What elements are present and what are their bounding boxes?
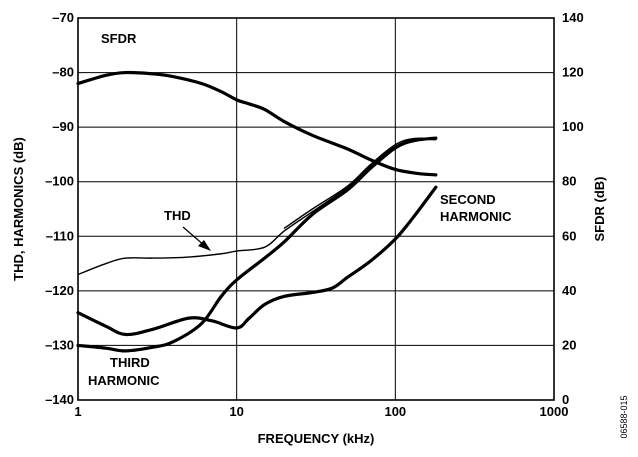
y-right-tick-label: 120 bbox=[562, 65, 584, 80]
figure-code: 06588-015 bbox=[619, 395, 629, 438]
y-right-tick-label: 140 bbox=[562, 10, 584, 25]
x-tick-label: 1 bbox=[74, 404, 81, 419]
y-right-tick-label: 0 bbox=[562, 392, 569, 407]
series-line-thd-second-trace bbox=[283, 137, 437, 229]
x-tick-label: 100 bbox=[384, 404, 406, 419]
y-left-tick-label: –110 bbox=[46, 228, 74, 243]
y-right-tick-label: 20 bbox=[562, 337, 576, 352]
label-second-harmonic-2: HARMONIC bbox=[440, 209, 512, 224]
y-right-tick-label: 100 bbox=[562, 119, 584, 134]
label-third-harmonic-1: THIRD bbox=[110, 355, 150, 370]
tick-labels: 1 10 100 1000–70–80–90–100–110–120–130–1401… bbox=[45, 10, 584, 419]
series-layer bbox=[76, 70, 438, 353]
x-axis-title: FREQUENCY (kHz) bbox=[258, 431, 375, 446]
y-axis-left-title: THD, HARMONICS (dB) bbox=[11, 137, 26, 281]
label-thd: THD bbox=[164, 208, 191, 223]
y-right-tick-label: 40 bbox=[562, 283, 576, 298]
y-left-tick-label: –70 bbox=[52, 10, 74, 25]
gridlines bbox=[78, 18, 554, 400]
y-left-tick-label: –140 bbox=[45, 392, 74, 407]
y-right-tick-label: 80 bbox=[562, 174, 576, 189]
y-left-tick-label: –130 bbox=[45, 337, 74, 352]
series-line-third-harmonic bbox=[76, 136, 438, 353]
series-line-second-harmonic bbox=[76, 185, 438, 337]
label-second-harmonic-1: SECOND bbox=[440, 192, 496, 207]
thd-pointer-arrowhead bbox=[198, 240, 211, 251]
y-left-tick-label: –90 bbox=[52, 119, 74, 134]
x-tick-label: 10 bbox=[229, 404, 243, 419]
y-left-tick-label: –80 bbox=[52, 65, 74, 80]
y-right-tick-label: 60 bbox=[562, 228, 576, 243]
label-sfdr: SFDR bbox=[101, 31, 137, 46]
label-third-harmonic-2: HARMONIC bbox=[88, 373, 160, 388]
plot-frame bbox=[77, 17, 555, 401]
y-left-tick-label: –120 bbox=[45, 283, 74, 298]
x-tick-label: 1000 bbox=[540, 404, 569, 419]
y-left-tick-label: –100 bbox=[45, 174, 74, 189]
y-axis-right-title: SFDR (dB) bbox=[592, 177, 607, 242]
